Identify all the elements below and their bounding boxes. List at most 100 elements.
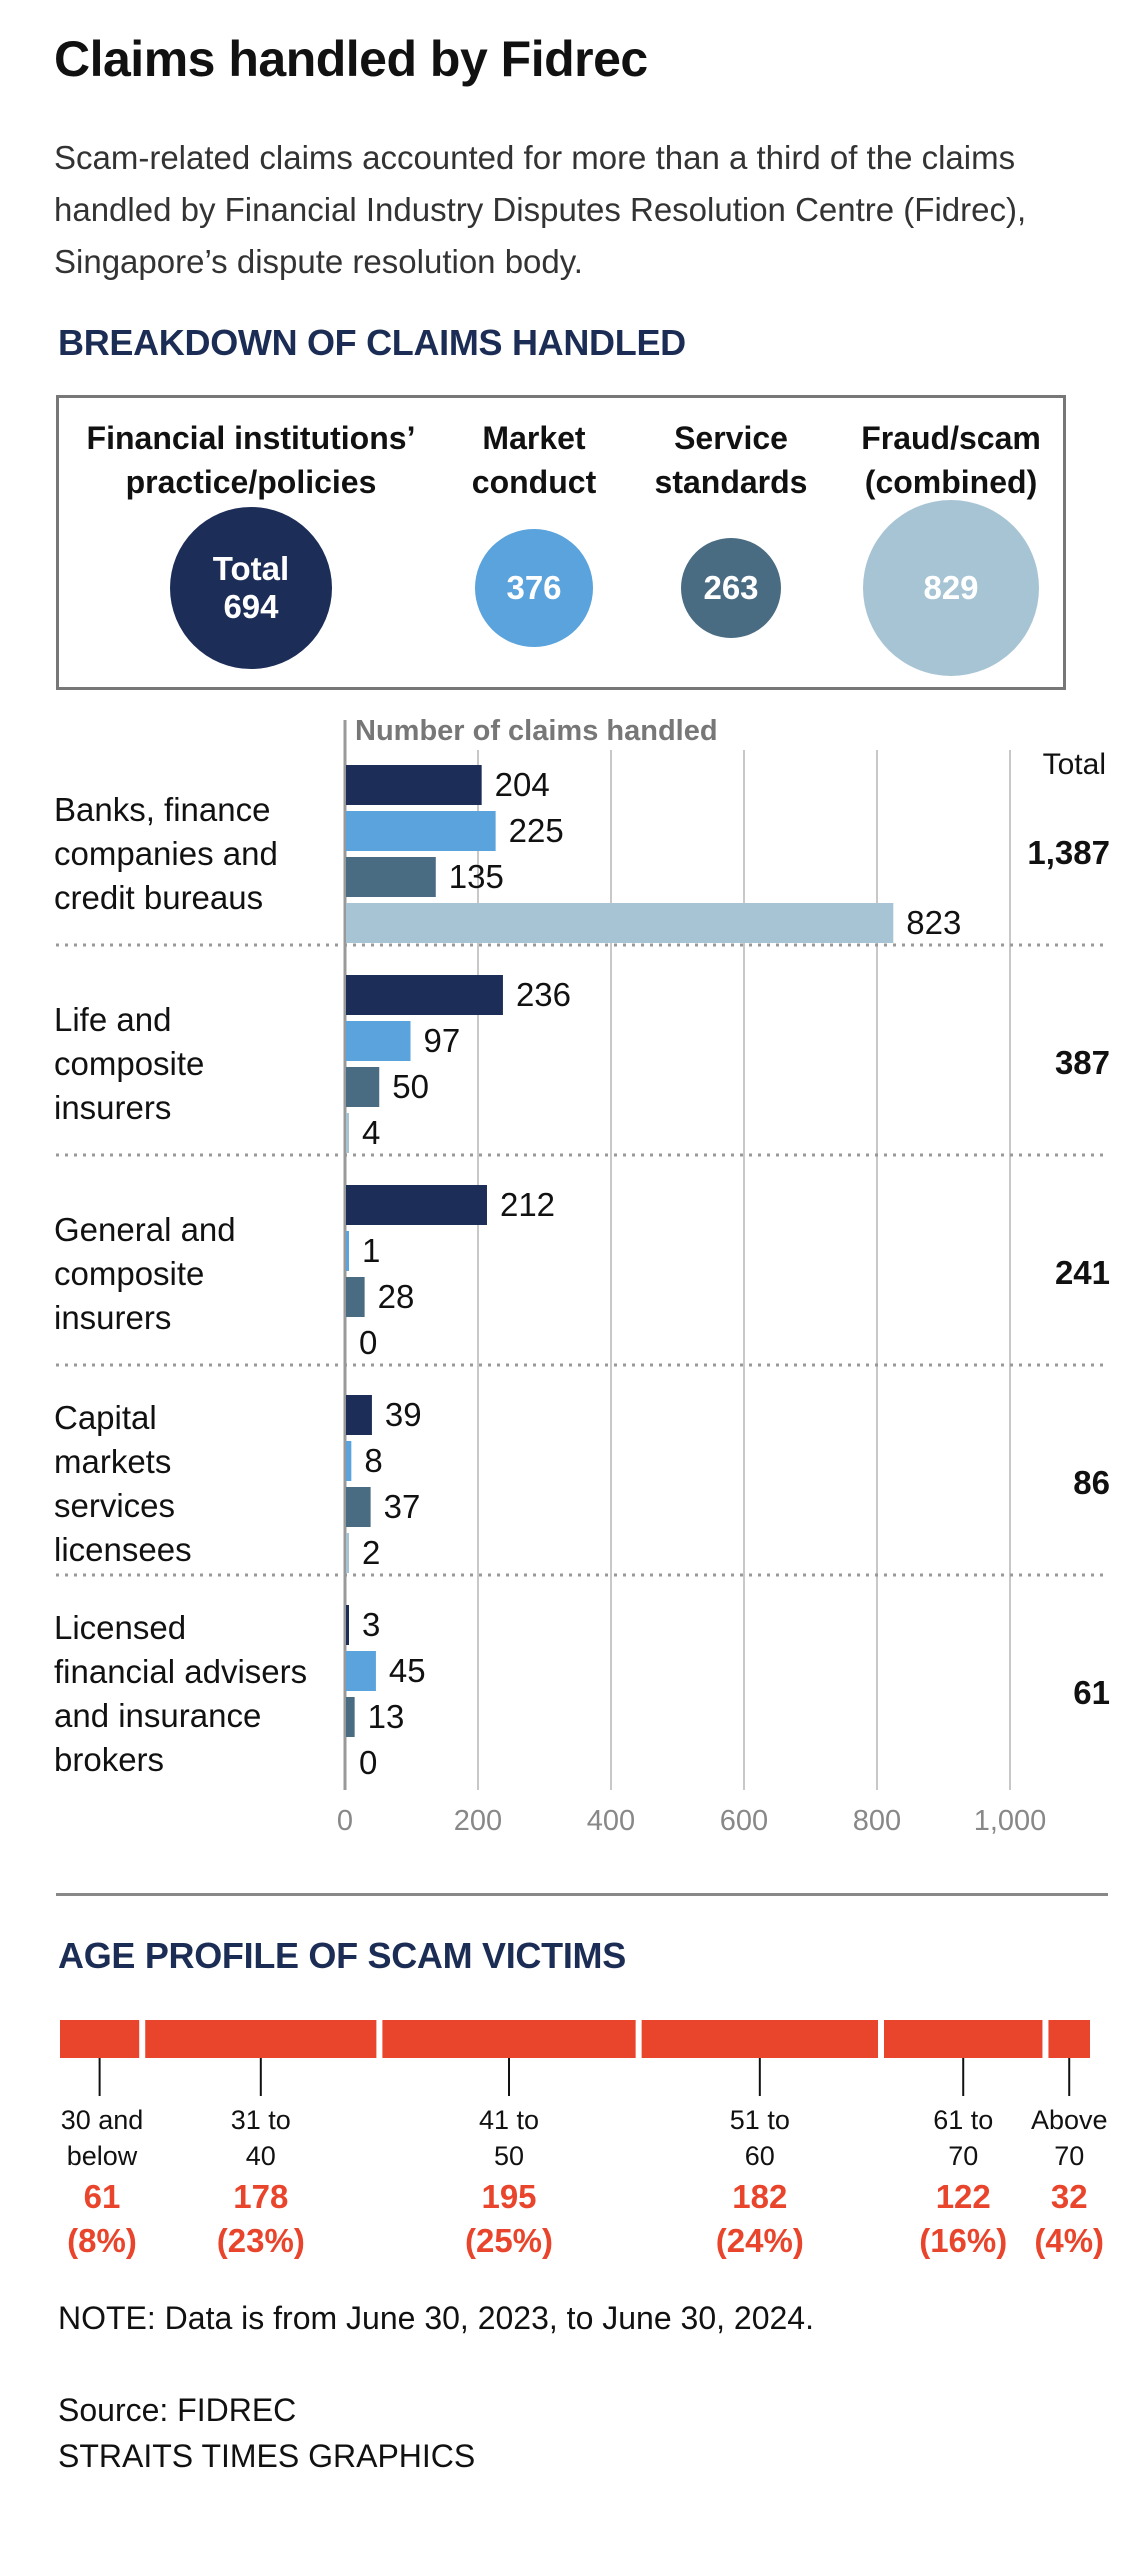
credit-text: STRAITS TIMES GRAPHICS	[58, 2438, 476, 2474]
bar-value-label: 45	[389, 1652, 426, 1689]
legend-bubble-2: 263	[681, 538, 781, 638]
page-subtitle: Scam-related claims accounted for more t…	[54, 139, 1027, 280]
row-label: Capital markets services licensees	[54, 1399, 192, 1568]
bar	[346, 1533, 349, 1573]
legend-bubble-3: 829	[863, 500, 1039, 676]
legend-category-2: Service standards	[655, 416, 808, 504]
age-group-value: 182 (24%)	[715, 2178, 804, 2259]
legend-bubble-1: 376	[475, 529, 593, 647]
row-total: 1,387	[1027, 834, 1110, 871]
bar	[346, 1231, 349, 1271]
bar	[346, 1651, 376, 1691]
bar-value-label: 39	[385, 1396, 422, 1433]
bar	[346, 1113, 349, 1153]
bar-value-label: 225	[509, 812, 564, 849]
age-segment	[884, 2020, 1043, 2058]
chart-title: Number of claims handled	[355, 715, 718, 747]
bar-value-label: 3	[362, 1606, 380, 1643]
bar	[346, 1021, 411, 1061]
age-group-label: 31 to 40	[230, 2105, 291, 2171]
age-group-label: 30 and below	[60, 2105, 144, 2171]
bar-value-label: 28	[378, 1278, 415, 1315]
bar-value-label: 212	[500, 1186, 555, 1223]
bubble-value: 829	[923, 569, 979, 606]
age-group-label: 61 to 70	[933, 2105, 994, 2171]
bar	[346, 1487, 371, 1527]
source-text: Source: FIDREC	[58, 2392, 297, 2428]
x-tick-label: 0	[337, 1805, 353, 1837]
section-divider	[56, 1893, 1108, 1896]
age-segment	[382, 2020, 636, 2058]
bar-value-label: 2	[362, 1534, 380, 1571]
bar-value-label: 236	[516, 976, 571, 1013]
bar-value-label: 8	[364, 1442, 382, 1479]
bar-value-label: 13	[368, 1698, 405, 1735]
bar	[346, 1277, 365, 1317]
bar-value-label: 0	[359, 1324, 377, 1361]
legend-category-name: Fraud/scam (combined)	[861, 420, 1041, 500]
bubble-value: 263	[703, 569, 759, 606]
age-group-label: Above 70	[1030, 2105, 1108, 2171]
bar-value-label: 37	[384, 1488, 421, 1525]
total-column-header: Total	[1042, 748, 1106, 781]
legend-category-0: Financial institutions’ practice/policie…	[87, 416, 416, 504]
age-segment	[60, 2020, 140, 2058]
age-group-value: 178 (23%)	[216, 2178, 305, 2259]
age-heading: AGE PROFILE OF SCAM VICTIMS	[58, 1935, 626, 1976]
bar-value-label: 50	[392, 1068, 429, 1105]
category-legend: Financial institutions’ practice/policie…	[56, 395, 1066, 690]
bar	[346, 811, 496, 851]
row-label: Banks, finance companies and credit bure…	[54, 791, 278, 916]
x-tick-label: 800	[853, 1805, 901, 1837]
age-bar	[60, 2020, 1090, 2096]
bar	[346, 765, 482, 805]
age-segment	[145, 2020, 377, 2058]
bar	[346, 1697, 355, 1737]
x-tick-label: 1,000	[974, 1805, 1047, 1837]
bar-value-label: 97	[424, 1022, 461, 1059]
bubble-value: 694	[223, 588, 279, 625]
legend-category-name: Service standards	[654, 420, 808, 500]
legend-category-name: Market conduct	[471, 420, 597, 500]
age-group-value: 195 (25%)	[464, 2178, 554, 2259]
row-total: 241	[1054, 1254, 1110, 1291]
bar-value-label: 1	[362, 1232, 380, 1269]
age-segment	[1048, 2020, 1090, 2058]
bar-value-label: 204	[495, 766, 550, 803]
row-label: Life and composite insurers	[54, 1001, 205, 1126]
legend-bubble-0: Total 694	[170, 507, 332, 669]
x-tick-label: 400	[587, 1805, 635, 1837]
row-total: 61	[1073, 1674, 1110, 1711]
age-group-label: 41 to 50	[478, 2105, 540, 2171]
bubble-prefix: Total	[212, 550, 290, 587]
bar-value-label: 4	[362, 1114, 380, 1151]
bar	[346, 975, 503, 1015]
legend-category-1: Market conduct	[472, 416, 596, 504]
bar	[346, 1395, 372, 1435]
age-group-value: 122 (16%)	[919, 2178, 1008, 2259]
row-label: Licensed financial advisers and insuranc…	[54, 1609, 308, 1778]
bar	[346, 1441, 352, 1481]
age-group-value: 32 (4%)	[1034, 2178, 1105, 2259]
breakdown-heading: BREAKDOWN OF CLAIMS HANDLED	[58, 322, 686, 363]
bar	[346, 1185, 487, 1225]
x-tick-label: 600	[720, 1805, 768, 1837]
bar	[346, 1605, 349, 1645]
page-title: Claims handled by Fidrec	[54, 31, 648, 87]
x-tick-label: 200	[454, 1805, 502, 1837]
bar	[346, 857, 436, 897]
bar-value-label: 823	[906, 904, 961, 941]
note-text: NOTE: Data is from June 30, 2023, to Jun…	[58, 2300, 814, 2336]
row-total: 86	[1073, 1464, 1110, 1501]
legend-category-3: Fraud/scam (combined)	[861, 416, 1041, 504]
row-total: 387	[1054, 1044, 1110, 1081]
age-group-value: 61 (8%)	[67, 2178, 137, 2259]
bar	[346, 1067, 380, 1107]
bubble-value: 376	[506, 569, 562, 606]
age-segment	[641, 2020, 878, 2058]
bar	[346, 903, 894, 943]
bar-value-label: 0	[359, 1744, 377, 1781]
legend-category-name: Financial institutions’ practice/policie…	[86, 420, 416, 500]
row-label: General and composite insurers	[54, 1211, 236, 1336]
